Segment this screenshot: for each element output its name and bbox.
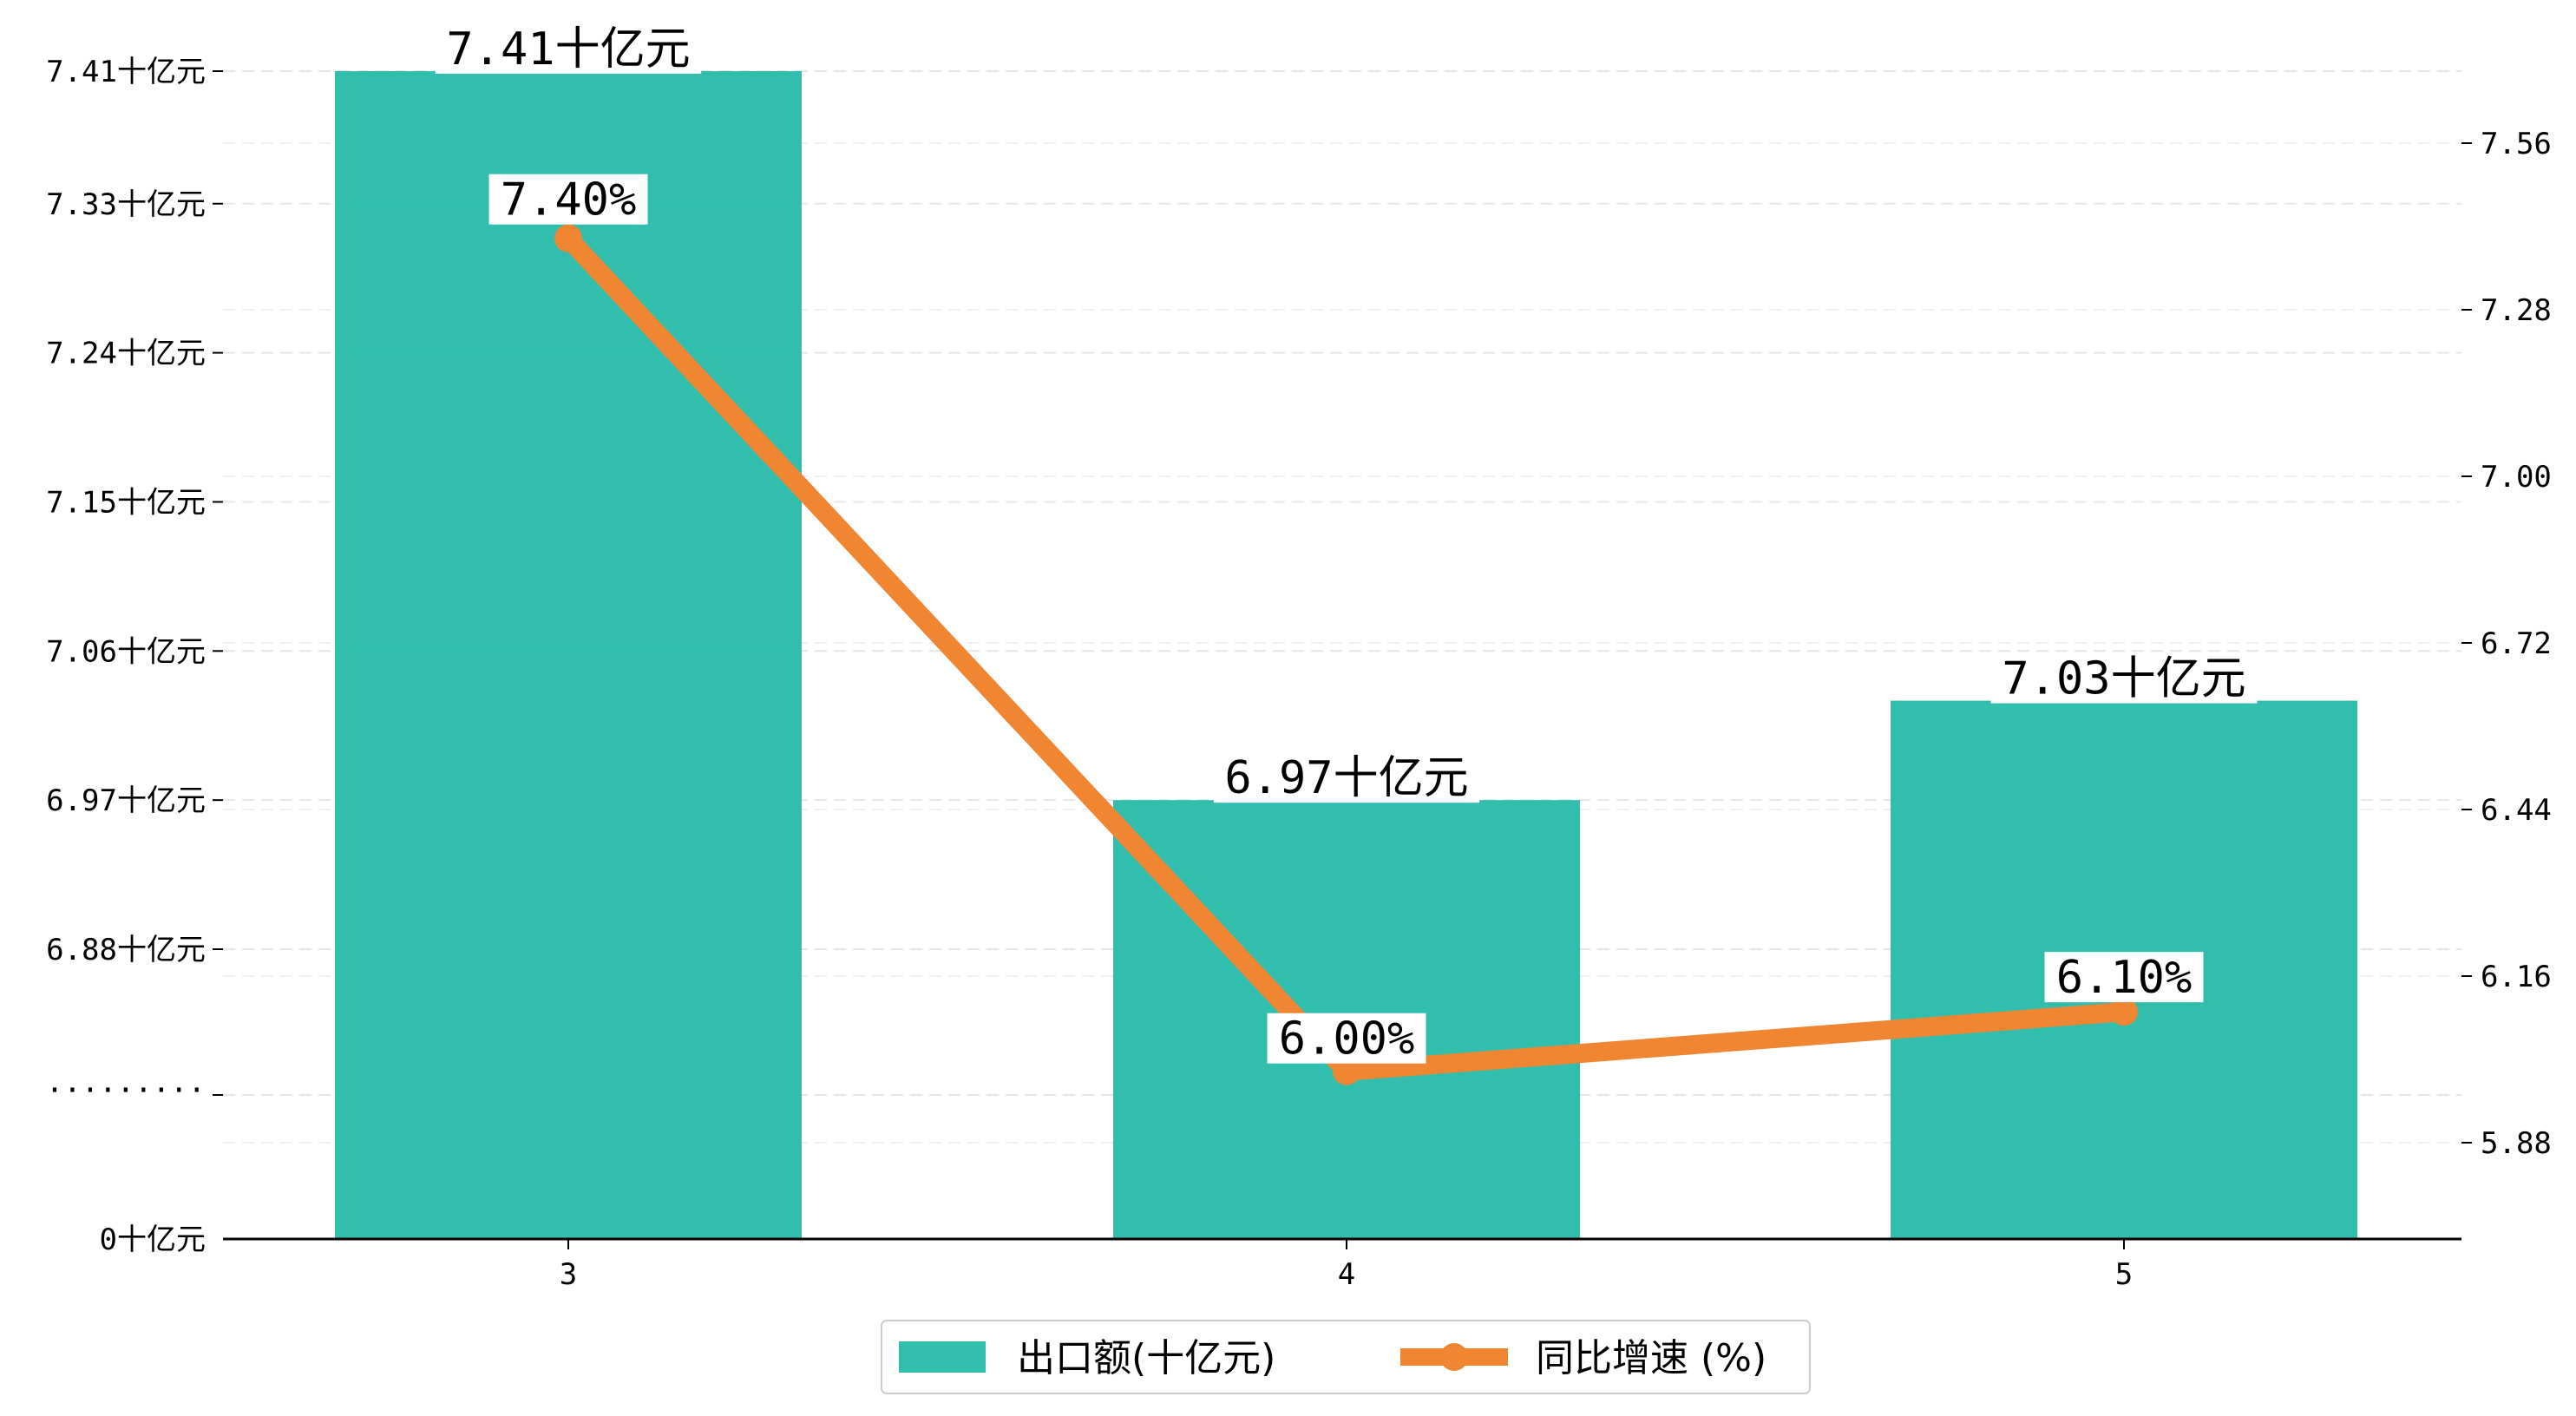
line-series <box>554 224 2138 1085</box>
growth-point-4 <box>1333 1057 1360 1085</box>
bar-value-label: 7.03十亿元 <box>2002 653 2245 705</box>
x-tick-label: 5 <box>2115 1257 2133 1292</box>
y-right-tick-label: 7.28 <box>2481 293 2552 328</box>
line-value-label: 6.00% <box>1279 1013 1415 1065</box>
bar-value-label: 6.97十亿元 <box>1224 752 1468 804</box>
y-right-tick-label: 5.88 <box>2481 1126 2552 1161</box>
bar-value-label-bg <box>435 23 702 74</box>
y-right-tick-label: 6.72 <box>2481 626 2552 661</box>
legend-label-line: 同比增速 (%) <box>1536 1336 1766 1380</box>
y-left-tick-label: 6.97十亿元 <box>46 783 206 818</box>
bar-value-label-bg <box>1990 652 2258 704</box>
growth-point-5 <box>2110 998 2138 1026</box>
y-right-tick-label: 7.56 <box>2481 127 2552 161</box>
data-labels: 7.41十亿元 6.97十亿元 7.03十亿元 7.40% 6.00% 6.10% <box>435 23 2258 1065</box>
y-right-tick-label: 6.44 <box>2481 793 2552 828</box>
bar-value-label-group: 6.97十亿元 <box>1213 752 1480 804</box>
bar-3 <box>335 71 802 1239</box>
y-left-tick-label: 7.41十亿元 <box>46 55 206 89</box>
y-left-tick-label: 0十亿元 <box>100 1223 206 1257</box>
bar-value-label-bg <box>1213 752 1480 803</box>
line-value-label: 7.40% <box>501 174 637 226</box>
y-right-tick-label: 6.16 <box>2481 960 2552 994</box>
y-left-tick-label: 7.06十亿元 <box>46 634 206 669</box>
y-right-tick-label: 7.00 <box>2481 460 2552 495</box>
x-tick-label: 4 <box>1338 1257 1355 1292</box>
y-left-tick-label: 7.33十亿元 <box>46 187 206 222</box>
x-tick-label: 3 <box>560 1257 577 1292</box>
legend-label-bar: 出口额(十亿元) <box>1017 1336 1275 1380</box>
axis-break-marker: ········· <box>46 1073 206 1108</box>
line-value-label-bg <box>2044 952 2204 1003</box>
legend-swatch-bar <box>899 1341 986 1373</box>
y-left-tick-label: 7.24十亿元 <box>46 337 206 371</box>
legend-frame <box>881 1320 1811 1394</box>
legend-swatch-marker <box>1440 1343 1468 1371</box>
bar-value-label: 7.41十亿元 <box>446 23 690 75</box>
line-value-label-bg <box>1267 1013 1426 1064</box>
y-left-tick-label: 6.88十亿元 <box>46 933 206 967</box>
growth-point-3 <box>554 224 582 252</box>
legend: 出口额(十亿元) 同比增速 (%) <box>881 1320 1811 1394</box>
line-value-label-group: 6.10% <box>2044 952 2204 1004</box>
line-value-label-group: 6.00% <box>1267 1013 1426 1065</box>
axes: 3 4 5 0十亿元 6.88十亿元 6.97十亿元 7.06十亿元 7.15十亿元 7.24十… <box>46 55 2552 1292</box>
line-value-label-group: 7.40% <box>488 174 648 226</box>
bar-value-label-group: 7.41十亿元 <box>435 23 702 75</box>
y-left-tick-label: 7.15十亿元 <box>46 485 206 520</box>
legend-box: 出口额(十亿元) 同比增速 (%) <box>881 1320 1811 1394</box>
line-value-label-bg <box>488 174 648 225</box>
line-value-label: 6.10% <box>2056 952 2193 1004</box>
bar-value-label-group: 7.03十亿元 <box>1990 652 2258 705</box>
